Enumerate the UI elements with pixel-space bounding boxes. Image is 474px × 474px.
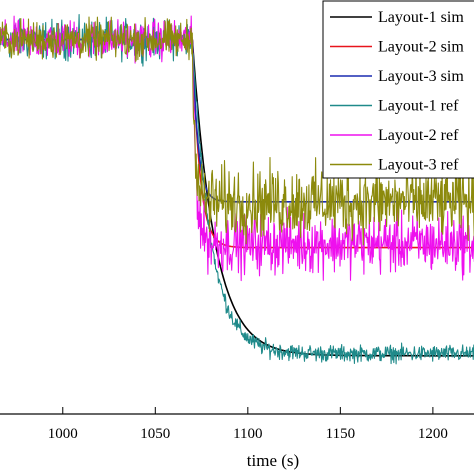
x-axis: 1000 1050 1100 1150 1200 <box>48 407 448 442</box>
x-tick-label: 1000 <box>48 426 78 442</box>
x-tick-label: 1100 <box>233 426 262 442</box>
legend-label-6: Layout-3 ref <box>378 157 459 174</box>
legend-label-5: Layout-2 ref <box>378 127 459 144</box>
x-tick-label: 1050 <box>140 426 170 442</box>
legend-label-4: Layout-1 ref <box>378 98 459 115</box>
legend-label-1: Layout-1 sim <box>378 9 464 26</box>
x-tick-label: 1200 <box>418 426 448 442</box>
x-axis-label: time (s) <box>247 451 299 470</box>
legend-label-3: Layout-3 sim <box>378 68 464 85</box>
x-tick-label: 1150 <box>326 426 355 442</box>
plot-frame <box>0 413 474 415</box>
legend-box <box>322 0 474 179</box>
series-line-5 <box>0 15 474 282</box>
series-line-6 <box>0 16 474 246</box>
series-layer <box>0 14 474 365</box>
legend: Layout-1 sim Layout-2 sim Layout-3 sim Layo… <box>322 0 474 179</box>
legend-label-2: Layout-2 sim <box>378 39 464 56</box>
